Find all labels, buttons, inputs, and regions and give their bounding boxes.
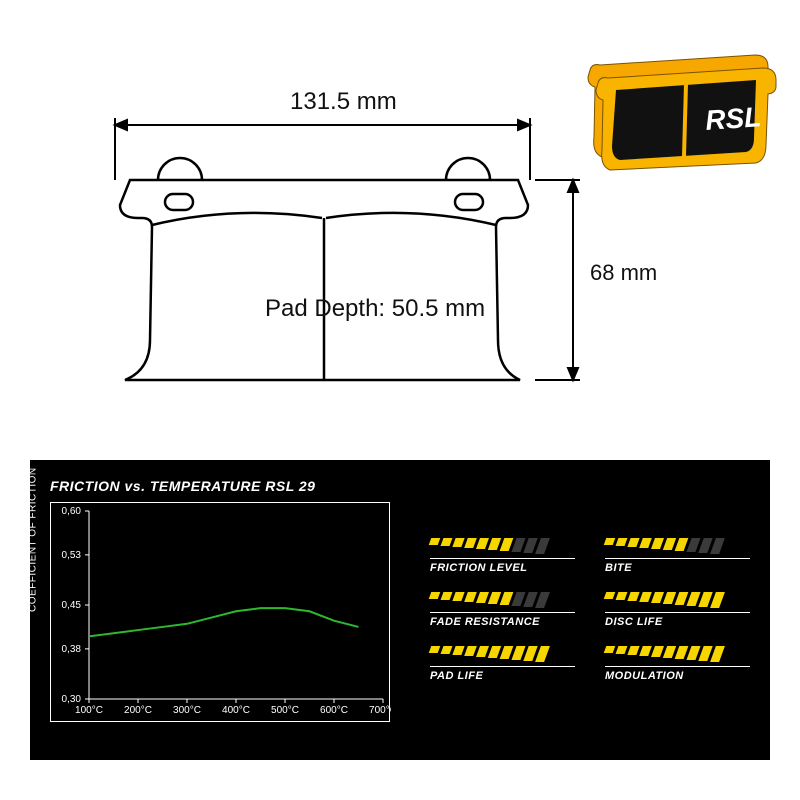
- rating-bars: [605, 592, 750, 608]
- rating-bar: [464, 646, 477, 656]
- rating-block: FRICTION LEVEL: [430, 538, 575, 574]
- rating-bar: [639, 646, 652, 656]
- rating-bar: [651, 538, 664, 549]
- rating-bar: [476, 646, 489, 657]
- rating-block: DISC LIFE: [605, 592, 750, 628]
- rating-bar: [476, 538, 489, 549]
- brand-logo: RSL: [704, 101, 762, 136]
- rating-bar: [627, 646, 639, 655]
- svg-text:200°C: 200°C: [124, 705, 152, 716]
- rating-bar: [663, 646, 676, 658]
- rating-bar: [452, 592, 464, 601]
- rating-label: PAD LIFE: [430, 666, 575, 682]
- rating-bar: [535, 646, 550, 662]
- svg-text:300°C: 300°C: [173, 705, 201, 716]
- chart-frame: COEFFICIENT OF FRICTION 0,600,530,450,38…: [50, 502, 390, 722]
- rating-bar: [441, 538, 453, 546]
- rating-bar: [627, 538, 639, 547]
- rating-bar: [429, 646, 441, 653]
- svg-text:0,45: 0,45: [62, 600, 82, 611]
- rating-bar: [604, 538, 616, 545]
- rating-label: MODULATION: [605, 666, 750, 682]
- rating-bar: [488, 592, 501, 604]
- rating-bars: [605, 646, 750, 662]
- rating-bars: [430, 592, 575, 608]
- ratings-grid: FRICTION LEVEL BITE FADE RESISTANCE DISC LI…: [430, 478, 750, 742]
- pad-depth-label: Pad Depth: 50.5 mm: [265, 295, 485, 323]
- product-image: RSL: [570, 20, 790, 190]
- rating-bar: [710, 538, 725, 554]
- rating-bar: [476, 592, 489, 603]
- svg-text:0,53: 0,53: [62, 550, 82, 561]
- rating-bar: [651, 592, 664, 603]
- rating-bar: [441, 646, 453, 654]
- rating-bar: [639, 538, 652, 548]
- rating-block: FADE RESISTANCE: [430, 592, 575, 628]
- chart-svg: 0,60 0,53 0,45 0,38 0,30100°C 200°C 300°C 400°C…: [51, 503, 391, 723]
- chart-block: FRICTION vs. TEMPERATURE RSL 29 COEFFICI…: [50, 478, 410, 742]
- svg-text:600°C: 600°C: [320, 705, 348, 716]
- svg-text:100°C: 100°C: [75, 705, 103, 716]
- rating-label: FRICTION LEVEL: [430, 558, 575, 574]
- rating-bar: [710, 646, 725, 662]
- rating-bars: [605, 538, 750, 554]
- svg-text:400°C: 400°C: [222, 705, 250, 716]
- rating-bar: [429, 538, 441, 545]
- rating-bar: [616, 646, 628, 654]
- rating-bar: [604, 646, 616, 653]
- yaxis-label: COEFFICIENT OF FRICTION: [28, 467, 39, 612]
- rating-bar: [616, 538, 628, 546]
- rating-bar: [616, 592, 628, 600]
- rating-bar: [651, 646, 664, 657]
- rating-bar: [535, 538, 550, 554]
- width-dimension-label: 131.5 mm: [290, 88, 397, 116]
- info-panel: FRICTION vs. TEMPERATURE RSL 29 COEFFICI…: [30, 460, 770, 760]
- rating-label: BITE: [605, 558, 750, 574]
- rating-bars: [430, 646, 575, 662]
- chart-title: FRICTION vs. TEMPERATURE RSL 29: [50, 478, 410, 494]
- rating-block: PAD LIFE: [430, 646, 575, 682]
- rating-bar: [627, 592, 639, 601]
- svg-text:500°C: 500°C: [271, 705, 299, 716]
- rating-bar: [429, 592, 441, 599]
- svg-text:700°C: 700°C: [369, 705, 391, 716]
- rating-label: DISC LIFE: [605, 612, 750, 628]
- rating-bar: [639, 592, 652, 602]
- rating-label: FADE RESISTANCE: [430, 612, 575, 628]
- rating-bar: [488, 538, 501, 550]
- rating-bar: [464, 538, 477, 548]
- rating-block: BITE: [605, 538, 750, 574]
- rating-bar: [452, 538, 464, 547]
- svg-text:0,30: 0,30: [62, 694, 82, 705]
- rating-bars: [430, 538, 575, 554]
- rating-bar: [452, 646, 464, 655]
- svg-text:0,38: 0,38: [62, 644, 82, 655]
- rating-bar: [663, 592, 676, 604]
- rating-bar: [488, 646, 501, 658]
- rating-bar: [535, 592, 550, 608]
- rating-bar: [710, 592, 725, 608]
- rating-bar: [441, 592, 453, 600]
- rating-bar: [464, 592, 477, 602]
- technical-drawing: 131.5 mm Pad Depth: 50.5 mm: [60, 40, 620, 390]
- svg-text:0,60: 0,60: [62, 506, 82, 517]
- height-dimension-label: 68 mm: [590, 260, 657, 286]
- rating-block: MODULATION: [605, 646, 750, 682]
- rating-bar: [604, 592, 616, 599]
- rating-bar: [663, 538, 676, 550]
